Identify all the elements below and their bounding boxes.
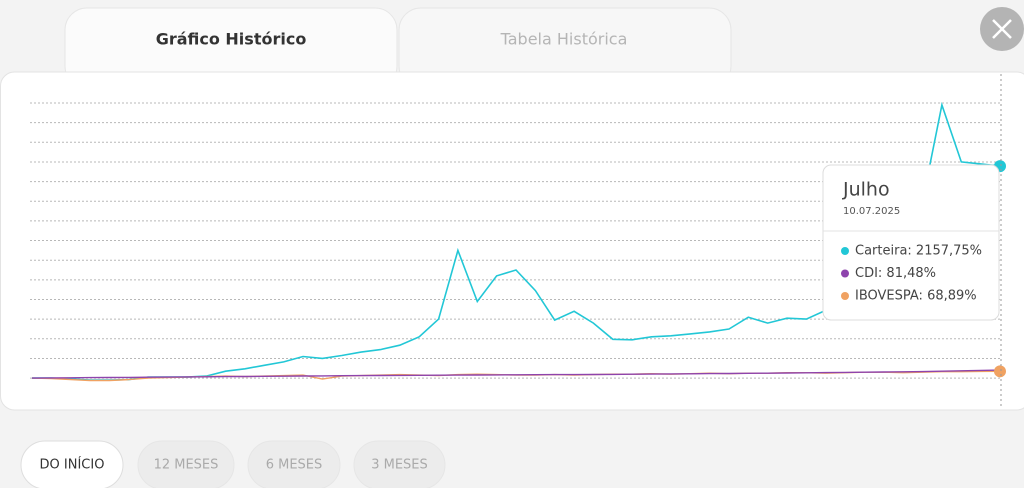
legend-dot <box>841 269 849 278</box>
range-button-label: 3 MESES <box>371 458 428 473</box>
tooltip-item: IBOVESPA: 68,89% <box>855 289 977 304</box>
range-button[interactable] <box>353 440 446 488</box>
range-button-label: 12 MESES <box>154 458 219 473</box>
tooltip: Julho 10.07.2025 Carteira: 2157,75% CDI: … <box>822 164 1000 321</box>
tab-label: Tabela Histórica <box>500 30 628 49</box>
legend-dot <box>841 292 849 300</box>
legend-dot <box>841 247 849 255</box>
close-icon <box>992 19 1012 39</box>
range-button-label: DO INÍCIO <box>40 457 105 473</box>
tooltip-date: 10.07.2025 <box>843 206 900 217</box>
tab-label: Gráfico Histórico <box>156 30 307 49</box>
tooltip-item: CDI: 81,48% <box>855 266 936 281</box>
chart-card <box>0 71 1024 411</box>
range-button[interactable] <box>20 440 124 488</box>
range-button[interactable] <box>137 440 235 488</box>
range-buttons: DO INÍCIO 12 MESES 6 MESES 3 MESES <box>20 440 446 488</box>
tooltip-title: Julho <box>842 179 890 201</box>
end-marker <box>994 365 1006 378</box>
range-button-label: 6 MESES <box>266 458 323 473</box>
range-button[interactable] <box>247 440 341 488</box>
series-line <box>31 369 1001 379</box>
tooltip-box <box>822 164 1000 321</box>
tooltip-item: Carteira: 2157,75% <box>855 244 982 259</box>
